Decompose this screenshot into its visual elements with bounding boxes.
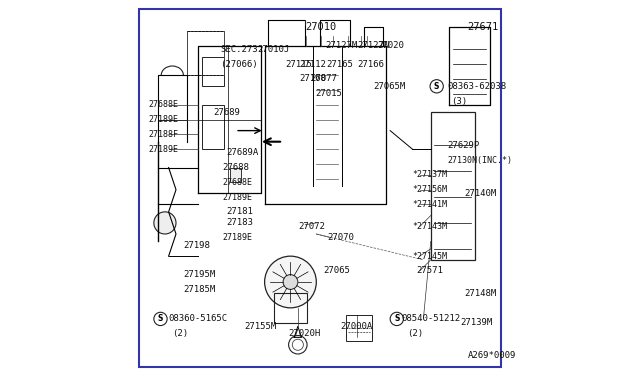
Text: 27139M: 27139M xyxy=(460,318,493,327)
Circle shape xyxy=(154,312,167,326)
Text: 27189E: 27189E xyxy=(222,193,252,202)
Bar xyxy=(431,112,475,260)
Text: 27140M: 27140M xyxy=(464,189,496,198)
Text: 27155M: 27155M xyxy=(244,322,276,331)
Text: 08360-5165C: 08360-5165C xyxy=(168,314,228,323)
Text: 27127N: 27127N xyxy=(357,41,389,50)
Text: *27137M: *27137M xyxy=(412,170,447,179)
Bar xyxy=(187,31,224,75)
Text: 27165: 27165 xyxy=(326,60,353,69)
Text: A269*0009: A269*0009 xyxy=(468,351,516,360)
Text: SEC.273: SEC.273 xyxy=(220,45,258,54)
Text: (3): (3) xyxy=(451,97,467,106)
Text: 27185M: 27185M xyxy=(184,285,216,294)
Text: S: S xyxy=(394,314,399,323)
Text: 27195M: 27195M xyxy=(184,270,216,279)
Text: 27000A: 27000A xyxy=(340,322,372,331)
Bar xyxy=(274,293,307,323)
Circle shape xyxy=(283,275,298,289)
Bar xyxy=(230,167,241,182)
Bar xyxy=(202,105,224,149)
Text: 27689: 27689 xyxy=(213,108,240,117)
Text: *27145M: *27145M xyxy=(412,251,447,261)
Text: 27020H: 27020H xyxy=(289,329,321,338)
Text: 27070: 27070 xyxy=(328,233,355,242)
Text: 27629P: 27629P xyxy=(447,141,479,150)
Text: 27010J: 27010J xyxy=(257,45,289,54)
Text: 27189E: 27189E xyxy=(222,233,252,242)
Text: 27065: 27065 xyxy=(324,266,351,275)
Bar xyxy=(202,57,224,86)
Circle shape xyxy=(390,312,403,326)
Text: 27188F: 27188F xyxy=(148,130,179,139)
Text: 08540-51212: 08540-51212 xyxy=(401,314,460,323)
Text: 27181: 27181 xyxy=(226,207,253,217)
Text: 27015: 27015 xyxy=(316,89,342,98)
Text: *27141M: *27141M xyxy=(412,200,447,209)
Text: 27077: 27077 xyxy=(311,74,338,83)
Text: 27189E: 27189E xyxy=(148,115,179,124)
Circle shape xyxy=(154,212,176,234)
Text: 27688E: 27688E xyxy=(222,178,252,187)
Text: S: S xyxy=(158,314,163,323)
Text: (27066): (27066) xyxy=(220,60,258,69)
Text: 08363-62038: 08363-62038 xyxy=(447,82,506,91)
Text: 27166: 27166 xyxy=(357,60,384,69)
Text: 27189E: 27189E xyxy=(148,145,179,154)
Text: 27065M: 27065M xyxy=(374,82,406,91)
Text: S: S xyxy=(434,82,440,91)
Text: 27020: 27020 xyxy=(377,41,404,50)
Bar xyxy=(346,315,372,341)
Text: 27148M: 27148M xyxy=(464,289,496,298)
Text: *27143M: *27143M xyxy=(412,222,447,231)
Text: 27112: 27112 xyxy=(300,60,326,69)
Text: (2): (2) xyxy=(172,329,188,338)
Text: 27072: 27072 xyxy=(298,222,324,231)
Text: *27156M: *27156M xyxy=(412,185,447,194)
Text: 27183: 27183 xyxy=(226,218,253,227)
Text: 27671: 27671 xyxy=(468,22,499,32)
Text: 27130N(INC.*): 27130N(INC.*) xyxy=(447,155,513,165)
Text: 27571: 27571 xyxy=(416,266,443,275)
Text: 27127M: 27127M xyxy=(326,41,358,50)
Text: (2): (2) xyxy=(407,329,423,338)
Text: 27010: 27010 xyxy=(305,22,337,32)
Text: 27168: 27168 xyxy=(300,74,326,83)
Circle shape xyxy=(264,256,316,308)
Circle shape xyxy=(430,80,444,93)
Text: 27115: 27115 xyxy=(285,60,312,69)
Text: 27688E: 27688E xyxy=(148,100,179,109)
Text: 27689A: 27689A xyxy=(226,148,258,157)
Text: 27198: 27198 xyxy=(184,241,211,250)
Text: 27688: 27688 xyxy=(222,163,249,172)
